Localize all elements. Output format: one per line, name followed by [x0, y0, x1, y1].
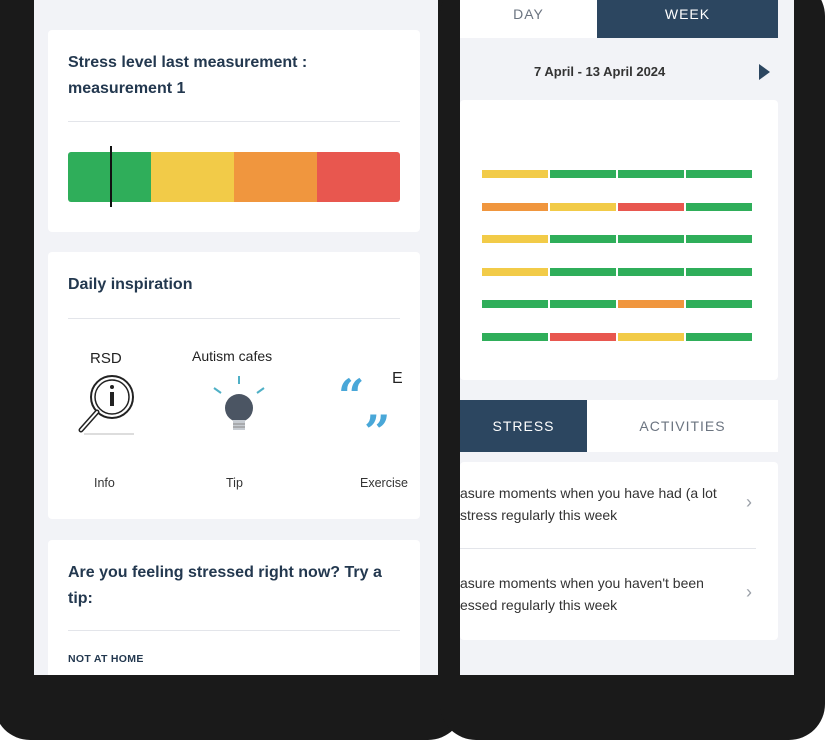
list-divider — [460, 548, 756, 549]
tip-card-divider — [68, 630, 400, 631]
list-item-line: asure moments when you haven't been — [460, 575, 704, 591]
week-grid-cell — [686, 300, 752, 308]
week-grid-cell — [686, 267, 752, 276]
lightbulb-icon — [213, 376, 265, 430]
svg-text:“: “ — [338, 372, 364, 423]
inspiration-divider — [68, 318, 400, 319]
week-grid-cell — [482, 300, 548, 308]
inspiration-item-type: Info — [94, 476, 115, 490]
stress-card-divider — [68, 121, 400, 122]
week-grid-cell — [686, 332, 752, 341]
inspiration-item-rsd[interactable]: RSD Info — [68, 342, 168, 492]
daily-inspiration-title: Daily inspiration — [68, 276, 193, 293]
stress-segment-low — [68, 152, 151, 202]
daily-inspiration-card: Daily inspiration RSD Info Autism cafes — [48, 252, 420, 519]
week-grid-cell — [550, 332, 616, 341]
week-grid-cell — [482, 267, 548, 276]
svg-text:”: ” — [364, 405, 390, 442]
inspiration-item-autism-cafes[interactable]: Autism cafes Tip — [188, 342, 298, 492]
tab-week[interactable]: WEEK — [597, 0, 778, 38]
week-grid-cell — [482, 332, 548, 341]
inspiration-item-type: Tip — [226, 476, 243, 490]
list-item-line: stress regularly this week — [460, 507, 618, 523]
week-grid-cell — [550, 202, 616, 211]
inspiration-item-title: E — [392, 370, 403, 387]
stress-segment-high — [234, 152, 317, 202]
stress-segment-moderate — [151, 152, 234, 202]
inspiration-item-type: Exercise — [360, 476, 408, 490]
chevron-right-icon: › — [746, 492, 752, 512]
week-grid-cell — [618, 170, 684, 178]
stress-segment-very-high — [317, 152, 400, 202]
week-grid-cell — [686, 170, 752, 178]
list-item[interactable]: asure moments when you haven't been esse… — [460, 550, 778, 636]
tab-stress[interactable]: STRESS — [460, 400, 587, 452]
stress-moments-list: asure moments when you have had (a lot s… — [460, 462, 778, 640]
right-phone-screen: DAY WEEK 7 April - 13 April 2024 STRESS … — [460, 0, 794, 675]
stress-tip-card: Are you feeling stressed right now? Try … — [48, 540, 420, 675]
week-grid-cell — [618, 267, 684, 276]
week-grid-cell — [550, 267, 616, 276]
stress-level-title: Stress level last measurement : measurem… — [68, 54, 308, 97]
stress-tip-title: Are you feeling stressed right now? Try … — [68, 564, 382, 607]
week-grid-cell — [482, 202, 548, 211]
week-grid-cell — [618, 332, 684, 341]
week-grid-cell — [686, 202, 752, 211]
tip-section-label: NOT AT HOME — [68, 653, 144, 665]
week-grid-cell — [482, 235, 548, 243]
week-grid-cell — [618, 235, 684, 243]
date-range-label: 7 April - 13 April 2024 — [534, 64, 666, 79]
metric-tabs: STRESS ACTIVITIES — [460, 400, 778, 452]
week-grid-cell — [550, 235, 616, 243]
list-item-line: asure moments when you have had (a lot — [460, 485, 717, 501]
left-phone-screen: Stress level last measurement : measurem… — [34, 0, 438, 675]
week-grid-cell — [550, 170, 616, 178]
list-item-line: essed regularly this week — [460, 597, 618, 613]
week-grid-cell — [686, 235, 752, 243]
inspiration-item-title: RSD — [90, 350, 122, 367]
tab-activities[interactable]: ACTIVITIES — [639, 418, 726, 434]
week-grid-cell — [550, 300, 616, 308]
week-grid-cell — [618, 300, 684, 308]
list-item[interactable]: asure moments when you have had (a lot s… — [460, 462, 778, 548]
week-stress-grid-card — [460, 100, 778, 380]
play-right-icon[interactable] — [759, 64, 771, 80]
week-grid-cell — [482, 170, 548, 178]
stress-level-card[interactable]: Stress level last measurement : measurem… — [48, 30, 420, 232]
tab-day[interactable]: DAY — [513, 6, 544, 22]
period-tabs: DAY WEEK — [460, 0, 778, 38]
week-grid-cell — [618, 202, 684, 211]
chevron-right-icon: › — [746, 582, 752, 602]
inspiration-item-exercise[interactable]: E “ ” Exercise — [330, 342, 420, 492]
week-stress-grid — [482, 170, 762, 350]
stress-level-marker — [110, 146, 112, 207]
info-magnifier-icon — [78, 375, 134, 435]
quote-icon: “ ” — [338, 372, 390, 442]
inspiration-item-title: Autism cafes — [192, 348, 273, 364]
stress-level-bar — [68, 152, 400, 202]
